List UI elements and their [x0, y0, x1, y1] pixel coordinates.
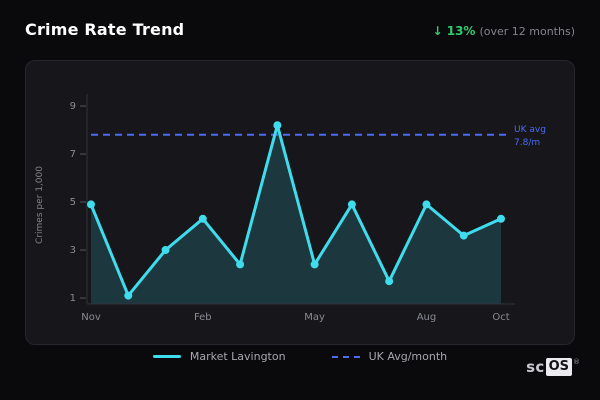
- data-point[interactable]: [459, 231, 468, 240]
- logo-text-sc: sc: [526, 358, 545, 376]
- x-tick-label: Nov: [81, 312, 101, 323]
- uk-avg-label-line2: 7.8/m: [514, 138, 540, 148]
- legend-item-uk-avg[interactable]: UK Avg/month: [331, 350, 448, 363]
- series-area: [91, 125, 501, 304]
- trend-down-arrow-icon: ↓: [432, 24, 443, 38]
- x-tick-label: May: [304, 312, 325, 323]
- data-point[interactable]: [87, 200, 95, 209]
- legend-dashed-line-swatch: [331, 355, 360, 358]
- y-tick-label: 1: [70, 293, 76, 304]
- data-point[interactable]: [422, 200, 431, 209]
- trend-percentage: 13%: [446, 24, 476, 38]
- scos-logo: sc OS ®: [526, 358, 580, 376]
- y-tick-label: 5: [70, 197, 76, 208]
- x-tick-label: Aug: [417, 312, 437, 323]
- legend-item-market-lavington[interactable]: Market Lavington: [152, 350, 286, 363]
- data-point[interactable]: [161, 246, 170, 254]
- chart-legend: Market Lavington UK Avg/month: [0, 350, 600, 363]
- crime-trend-chart: UK avg 7.8/m 1 3 5 7 9 Nov Feb May Aug Oct Crimes pe…: [35, 94, 546, 323]
- data-point[interactable]: [198, 214, 207, 223]
- series-line: [89, 123, 503, 298]
- y-tick-label: 7: [70, 149, 76, 160]
- legend-solid-line-swatch: [152, 355, 181, 358]
- uk-avg-label-line1: UK avg: [514, 125, 546, 135]
- data-point[interactable]: [124, 291, 133, 300]
- y-tick-label: 9: [70, 101, 76, 112]
- page-title: Crime Rate Trend: [25, 20, 185, 39]
- y-axis-title: Crimes per 1,000: [35, 166, 45, 244]
- data-point[interactable]: [497, 214, 505, 223]
- data-point[interactable]: [273, 121, 282, 130]
- trend-indicator: ↓ 13% (over 12 months): [432, 24, 575, 38]
- legend-label-market-lavington: Market Lavington: [189, 350, 286, 363]
- x-tick-label: Oct: [492, 312, 509, 323]
- data-point[interactable]: [347, 200, 356, 209]
- y-tick-label: 3: [70, 245, 76, 256]
- header: Crime Rate Trend ↓ 13% (over 12 months): [25, 20, 575, 39]
- trend-value-group: ↓ 13%: [432, 24, 475, 38]
- x-tick-label: Feb: [194, 312, 212, 323]
- data-point[interactable]: [236, 260, 245, 269]
- chart-card: UK avg 7.8/m 1 3 5 7 9 Nov Feb May Aug Oct Crimes pe…: [25, 60, 575, 345]
- data-point[interactable]: [385, 277, 394, 286]
- legend-label-uk-avg: UK Avg/month: [368, 350, 448, 363]
- logo-registered-mark: ®: [573, 358, 580, 366]
- trend-caption: (over 12 months): [479, 25, 575, 38]
- data-point[interactable]: [310, 260, 319, 269]
- logo-text-os-box: OS: [545, 358, 572, 376]
